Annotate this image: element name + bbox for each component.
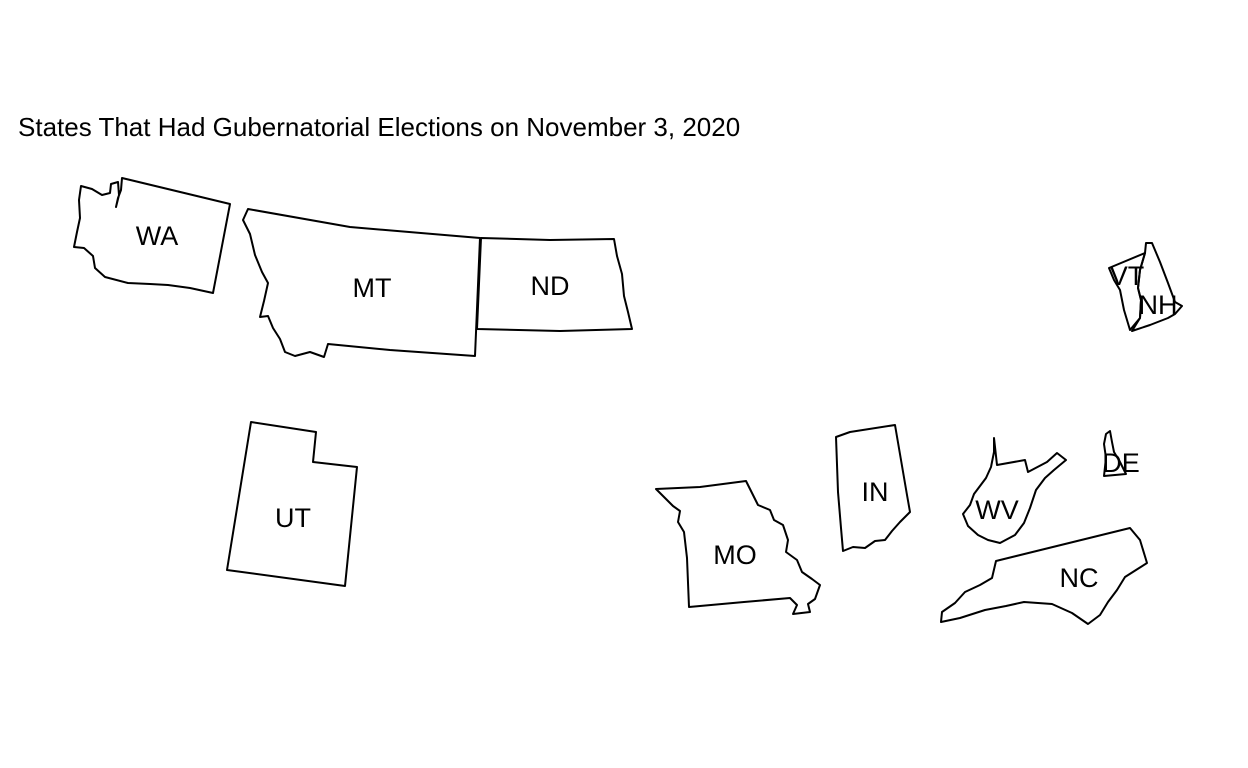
state-mt[interactable]: MT: [242, 208, 481, 358]
state-label-wa: WA: [136, 221, 179, 251]
state-wv-outline: [962, 437, 1067, 544]
state-de[interactable]: DE: [1102, 430, 1140, 478]
state-wv[interactable]: WV: [962, 437, 1067, 544]
state-nd[interactable]: ND: [476, 237, 633, 332]
state-label-nc: NC: [1060, 563, 1099, 593]
state-label-de: DE: [1102, 448, 1140, 478]
state-label-mt: MT: [353, 273, 392, 303]
state-nh[interactable]: NH: [1131, 242, 1183, 332]
state-in[interactable]: IN: [835, 424, 911, 552]
state-label-wv: WV: [975, 495, 1019, 525]
state-label-nh: NH: [1139, 290, 1178, 320]
state-wa-outline: [73, 177, 231, 294]
state-mt-outline: [242, 208, 481, 358]
state-nc[interactable]: NC: [940, 527, 1148, 625]
state-label-in: IN: [862, 477, 889, 507]
state-de-outline: [1103, 430, 1127, 477]
map-title: States That Had Gubernatorial Elections …: [18, 112, 741, 142]
state-ut-outline: [226, 421, 358, 587]
state-label-nd: ND: [531, 271, 570, 301]
state-mo-outline: [655, 480, 821, 615]
state-nd-outline: [476, 237, 633, 332]
state-nc-outline: [940, 527, 1148, 625]
state-label-mo: MO: [713, 540, 757, 570]
state-wa[interactable]: WA: [73, 177, 231, 294]
state-label-ut: UT: [275, 503, 311, 533]
state-nh-outline: [1131, 242, 1183, 332]
state-mo[interactable]: MO: [655, 480, 821, 615]
state-in-outline: [835, 424, 911, 552]
state-ut[interactable]: UT: [226, 421, 358, 587]
